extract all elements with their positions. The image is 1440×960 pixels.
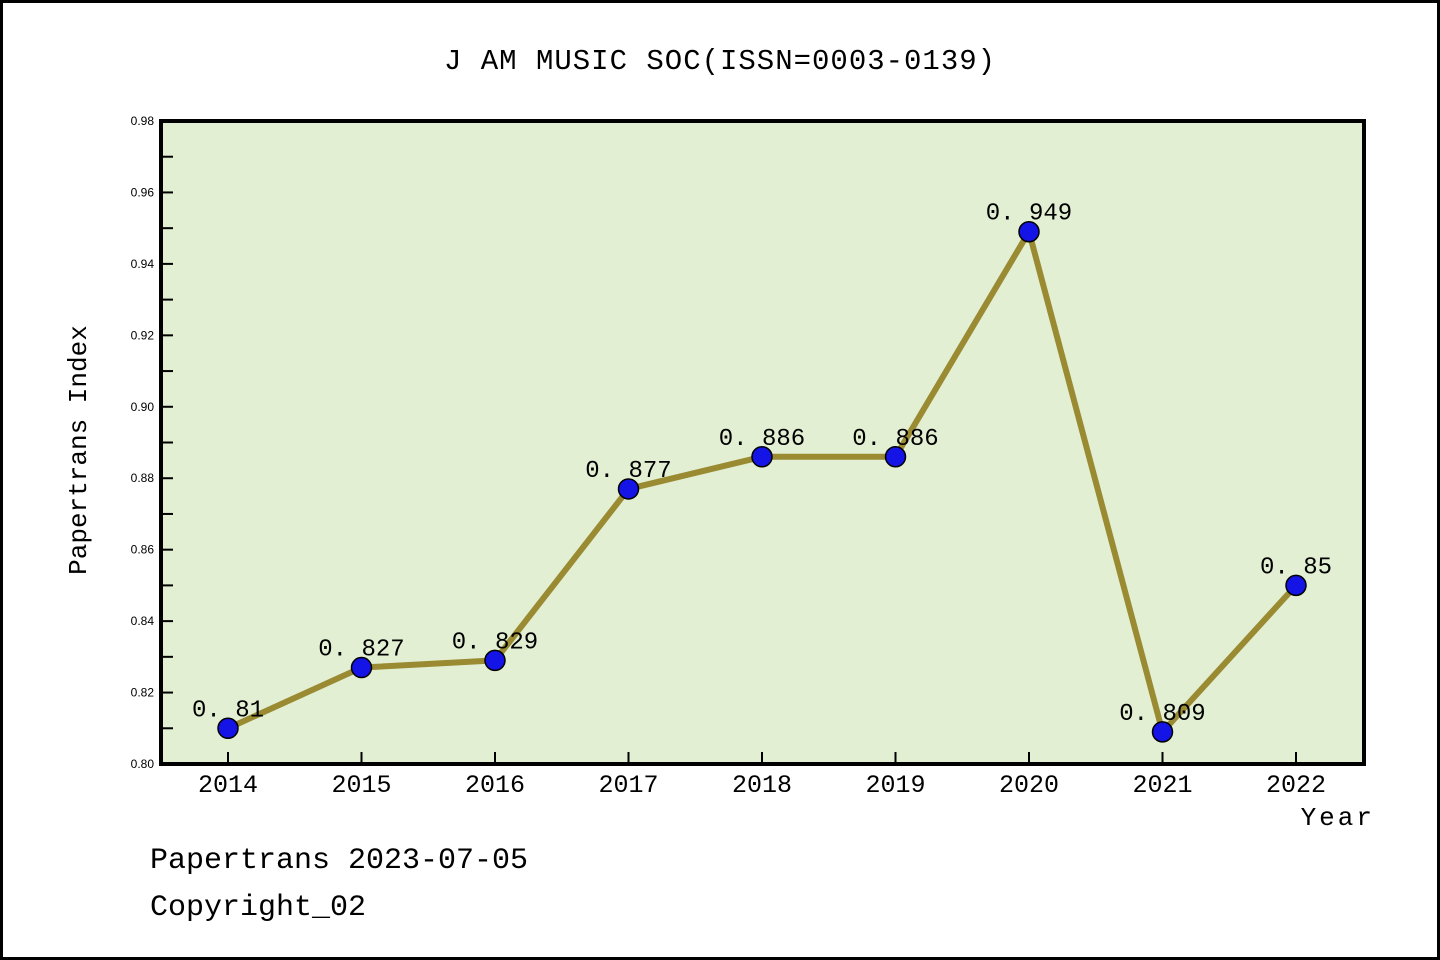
data-point-label: 0. 886 — [719, 426, 805, 453]
data-point-2019 — [884, 446, 907, 468]
data-point-2017 — [617, 478, 640, 500]
x-axis-title: Year — [1300, 803, 1375, 833]
x-tick-label: 2022 — [1266, 771, 1326, 800]
y-tick-label: 0.98 — [131, 114, 155, 128]
x-tick-label: 2019 — [865, 771, 925, 800]
data-point-label: 0. 877 — [585, 458, 671, 485]
footer-source-date: Papertrans 2023-07-05 — [150, 844, 529, 878]
x-tick-label: 2014 — [198, 771, 258, 800]
y-tick-label: 0.88 — [131, 471, 155, 485]
x-tick-label: 2021 — [1132, 771, 1192, 800]
data-point-2014 — [217, 717, 239, 740]
data-point-2022 — [1285, 574, 1307, 597]
chart-title: J AM MUSIC SOC(ISSN=0003-0139) — [443, 45, 997, 78]
plot-frame — [159, 119, 1366, 766]
data-point-label: 0. 81 — [192, 697, 264, 724]
data-point-label: 0. 949 — [986, 201, 1072, 228]
data-point-2016 — [484, 649, 506, 672]
data-point-label: 0. 886 — [852, 426, 938, 453]
y-tick-label: 0.84 — [131, 614, 155, 628]
y-tick-label: 0.86 — [131, 543, 155, 557]
x-tick-label: 2018 — [732, 771, 792, 800]
x-tick-label: 2016 — [465, 771, 525, 800]
data-point-2018 — [751, 446, 773, 468]
x-tick-label: 2020 — [999, 771, 1059, 800]
y-tick-label: 0.96 — [131, 185, 155, 199]
data-point-label: 0. 829 — [452, 629, 538, 656]
data-point-label: 0. 809 — [1119, 701, 1205, 728]
x-tick-label: 2015 — [331, 771, 391, 800]
y-tick-label: 0.80 — [131, 757, 155, 771]
data-point-2015 — [350, 656, 373, 679]
footer-copyright: Copyright_02 — [150, 891, 367, 925]
data-point-2021 — [1151, 721, 1174, 743]
y-tick-label: 0.92 — [131, 328, 155, 342]
line-chart-plot: 0.80 0.82 0.84 0.86 0.88 0.90 0.92 0.94 0.96 0.98… — [131, 114, 1366, 800]
data-point-label: 0. 85 — [1260, 554, 1332, 581]
x-tick-label: 2017 — [598, 771, 658, 800]
y-tick-label: 0.82 — [131, 686, 155, 700]
data-point-label: 0. 827 — [318, 637, 404, 664]
y-tick-label: 0.90 — [131, 400, 155, 414]
data-point-2020 — [1018, 220, 1040, 243]
y-tick-label: 0.94 — [131, 257, 155, 271]
